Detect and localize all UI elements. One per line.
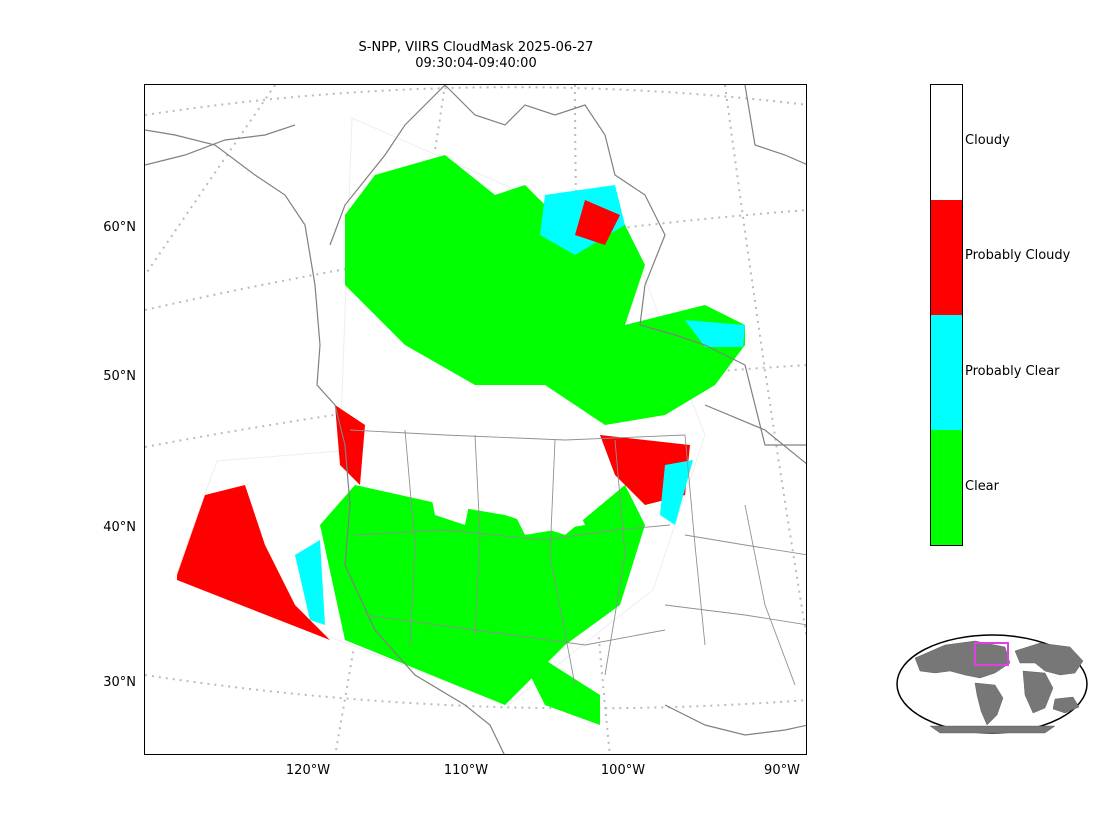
colorbar-cloudy — [931, 85, 962, 200]
lat-label-40n: 40°N — [103, 520, 136, 535]
lon-label-90w: 90°W — [764, 763, 800, 778]
lat-label-30n: 30°N — [103, 675, 136, 690]
coastlines — [145, 85, 806, 754]
cloudmask-swath — [174, 117, 745, 725]
colorbar-clear — [931, 430, 962, 545]
lon-label-110w: 110°W — [443, 763, 489, 778]
colorbar-label-cloudy: Cloudy — [965, 133, 1010, 148]
globe-continents — [914, 640, 1084, 734]
colorbar-label-clear: Clear — [965, 479, 999, 494]
lat-label-50n: 50°N — [103, 369, 136, 384]
colorbar-probably-clear — [931, 315, 962, 430]
map-canvas — [145, 85, 806, 754]
state-borders — [349, 429, 806, 686]
lon-label-100w: 100°W — [600, 763, 646, 778]
colorbar-label-probably-cloudy: Probably Cloudy — [965, 248, 1071, 263]
title-line-1: S-NPP, VIIRS CloudMask 2025-06-27 — [358, 40, 594, 55]
colorbar-probably-cloudy — [931, 200, 962, 315]
title-line-2: 09:30:04-09:40:00 — [415, 56, 537, 71]
map-title: S-NPP, VIIRS CloudMask 2025-06-27 09:30:… — [300, 40, 652, 72]
lat-label-60n: 60°N — [103, 220, 136, 235]
lon-label-120w: 120°W — [285, 763, 331, 778]
inset-region-box — [974, 642, 1009, 666]
map-panel — [144, 84, 807, 755]
inset-globe — [896, 634, 1088, 734]
colorbar — [930, 84, 963, 546]
colorbar-label-probably-clear: Probably Clear — [965, 364, 1060, 379]
